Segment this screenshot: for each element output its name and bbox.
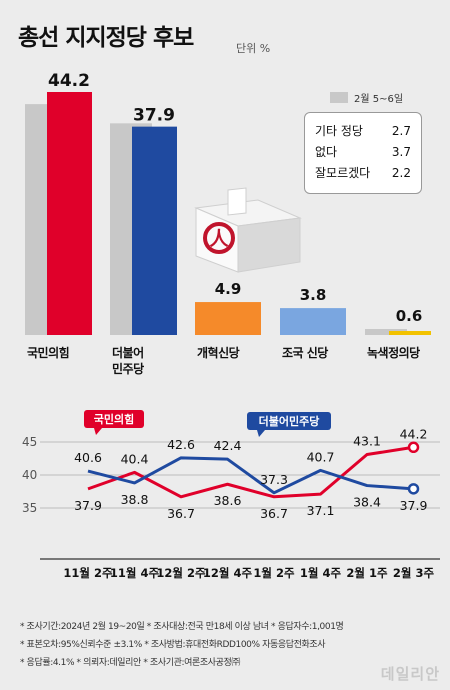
ppp-value-label: 40.4 <box>121 451 149 466</box>
dp-series-badge: 더불어민주당 <box>247 412 331 437</box>
others-row: 잘모르겠다 2.2 <box>315 163 411 184</box>
footer-line: * 응답률:4.1% * 의뢰자:데일리안 * 조사기관:여론조사공정㈜ <box>20 658 240 668</box>
ppp-value-label: 36.7 <box>260 506 288 521</box>
category-label: 녹색정의당 <box>367 346 420 360</box>
x-tick-label: 2월 3주 <box>393 566 435 580</box>
legend-swatch <box>330 92 348 103</box>
bar-previous <box>365 329 407 335</box>
category-label: 더불어 민주당 <box>112 346 144 376</box>
badge-label: 국민의힘 <box>94 412 134 426</box>
others-box: 기타 정당 2.7 없다 3.7 잘모르겠다 2.2 <box>304 112 422 194</box>
x-tick-label: 12월 4주 <box>203 566 253 580</box>
x-tick-label: 11월 4주 <box>110 566 160 580</box>
bar-current <box>280 308 346 335</box>
others-value: 2.2 <box>391 166 411 180</box>
others-row: 기타 정당 2.7 <box>315 121 411 142</box>
unit-label: 단위 % <box>236 42 271 55</box>
dp-value-label: 40.6 <box>74 450 102 465</box>
series-end-marker <box>407 441 420 454</box>
series-line-ppp <box>87 445 414 499</box>
bar-current <box>47 92 92 335</box>
badge-background <box>84 410 144 428</box>
ppp-value-label: 37.1 <box>307 503 335 518</box>
others-value: 3.7 <box>391 145 411 159</box>
watermark: 데일리안 <box>380 665 440 683</box>
badge-pointer <box>257 430 265 437</box>
others-row: 없다 3.7 <box>315 142 411 163</box>
category-label: 조국 신당 <box>282 346 328 360</box>
category-label: 국민의힘 <box>27 346 70 360</box>
bar-value-label: 3.8 <box>300 286 327 304</box>
ppp-series-badge: 국민의힘 <box>84 410 144 435</box>
bar-value-label: 0.6 <box>396 307 423 325</box>
others-label: 없다 <box>315 145 338 159</box>
bar-current <box>195 302 261 335</box>
x-tick-label: 12월 2주 <box>156 566 206 580</box>
dp-value-label: 38.8 <box>121 492 149 507</box>
series-end-marker <box>407 483 420 495</box>
dp-value-label: 42.6 <box>167 437 195 452</box>
bar-current <box>389 331 431 335</box>
ppp-value-label: 38.6 <box>214 493 242 508</box>
y-tick-label: 45 <box>22 435 37 449</box>
dp-value-label: 38.4 <box>353 495 381 510</box>
dp-value-label: 40.7 <box>307 449 335 464</box>
category-label: 개혁신당 <box>197 346 240 360</box>
footer-line: * 표본오차:95%신뢰수준 ±3.1% * 조사방법:휴대전화RDD100% … <box>20 640 326 650</box>
badge-pointer <box>94 428 102 435</box>
others-value: 2.7 <box>391 124 411 138</box>
x-tick-label: 2월 1주 <box>346 566 388 580</box>
bar-value-label: 44.2 <box>48 71 90 91</box>
y-tick-label: 35 <box>22 501 37 515</box>
ppp-value-label: 36.7 <box>167 506 195 521</box>
ppp-value-label: 44.2 <box>400 426 428 441</box>
footer: * 조사기간:2024년 2월 19~20일 * 조사대상:전국 만18세 이상… <box>0 618 450 672</box>
badge-label: 더불어민주당 <box>259 414 320 428</box>
bar-current <box>132 126 177 336</box>
ballot-box-icon: 人 <box>194 187 302 273</box>
legend-label: 2월 5~6일 <box>354 94 404 105</box>
svg-text:人: 人 <box>209 228 229 250</box>
legend: 2월 5~6일 <box>330 90 403 105</box>
others-label: 잘모르겠다 <box>315 166 371 180</box>
bar-chart: 人 44.2 37.9 4.9 3.8 0.6 <box>25 71 431 336</box>
x-tick-label: 1월 2주 <box>253 566 295 580</box>
x-tick-label: 1월 4주 <box>300 566 342 580</box>
chart-title: 총선 지지정당 후보 <box>18 25 194 51</box>
x-tick-label: 11월 2주 <box>63 566 113 580</box>
dp-value-label: 37.3 <box>260 472 288 487</box>
bar-value-label: 4.9 <box>215 280 242 298</box>
dp-value-label: 42.4 <box>214 438 242 453</box>
badge-background <box>247 412 331 430</box>
ppp-value-label: 43.1 <box>353 434 381 449</box>
ppp-value-label: 37.9 <box>74 498 102 513</box>
dp-value-label: 37.9 <box>400 498 428 513</box>
y-tick-label: 40 <box>22 468 37 482</box>
series-line-dp <box>87 456 414 495</box>
bar-value-label: 37.9 <box>133 106 175 126</box>
footer-line: * 조사기간:2024년 2월 19~20일 * 조사대상:전국 만18세 이상… <box>20 622 344 632</box>
others-label: 기타 정당 <box>315 124 363 138</box>
